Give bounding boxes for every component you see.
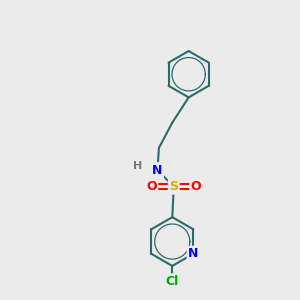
Text: H: H (134, 161, 143, 171)
Text: O: O (146, 180, 157, 193)
Text: Cl: Cl (166, 275, 179, 288)
Text: S: S (169, 180, 178, 193)
Text: O: O (191, 180, 201, 193)
Text: N: N (152, 164, 163, 177)
Text: N: N (188, 247, 199, 260)
